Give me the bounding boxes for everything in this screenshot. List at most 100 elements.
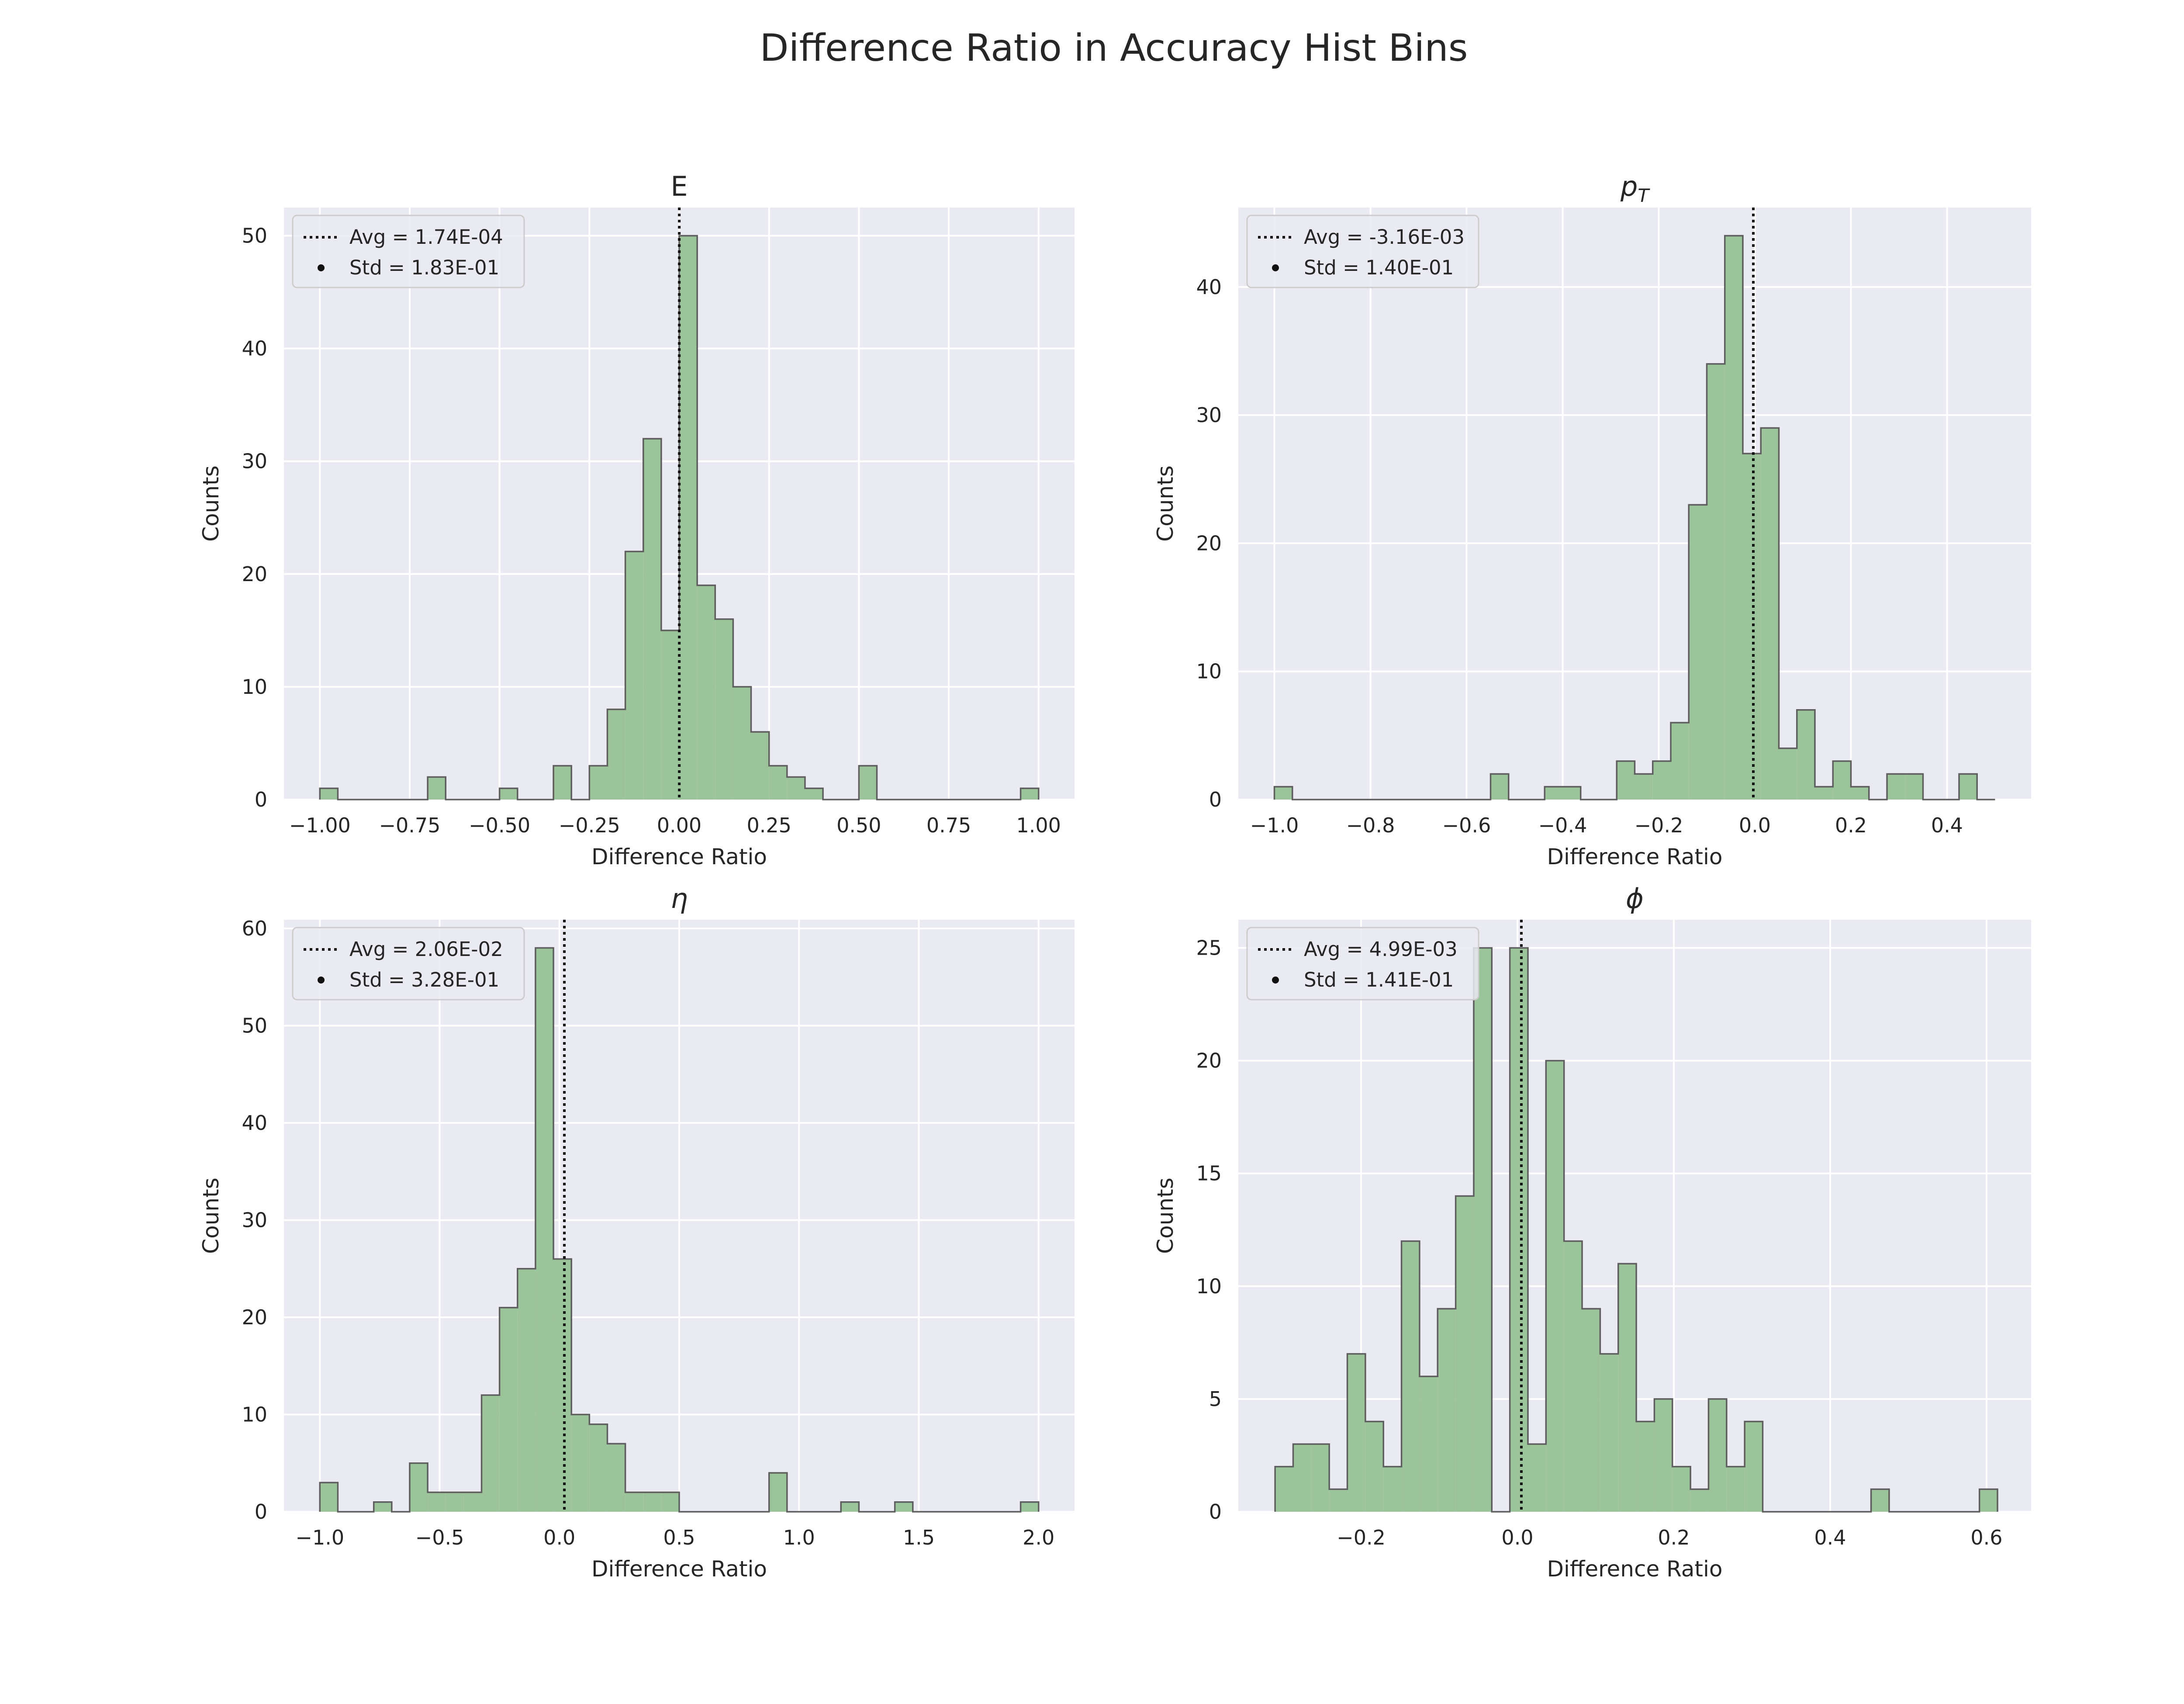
x-tick-label: 0.4 (1814, 1526, 1846, 1549)
histogram-bar (1745, 1421, 1763, 1512)
histogram-outline (1273, 235, 1995, 800)
y-axis-label: Counts (198, 465, 224, 542)
histogram-bar (1582, 1309, 1600, 1512)
histogram-bar (1652, 761, 1671, 800)
histogram-bar (535, 948, 554, 1512)
histogram-bar (733, 686, 751, 800)
subplot-3: −1.0 −0.5 0.0 0.5 1.0 1.5 2.0 0 10 20 30 40 50 60 Diff… (198, 883, 1075, 1582)
histogram-bar (1419, 1376, 1438, 1512)
plot-area (1238, 208, 2031, 800)
y-tick-label: 10 (1196, 1275, 1222, 1298)
x-tick-label: −0.5 (415, 1526, 464, 1549)
histogram-bar (1724, 236, 1743, 800)
histogram-bar (409, 1463, 428, 1512)
histogram-bar (1473, 948, 1492, 1512)
histogram-bar (1274, 786, 1292, 800)
y-tick-label: 40 (242, 337, 267, 360)
histogram-bar (1600, 1354, 1618, 1512)
y-tick-label: 30 (242, 1209, 267, 1232)
histogram-bar (589, 765, 608, 800)
histogram-bar (1401, 1241, 1420, 1512)
histogram-bar (1851, 786, 1869, 800)
x-tick-label: −0.6 (1442, 814, 1491, 837)
y-tick-label: 50 (242, 1014, 267, 1038)
legend-std-text: Std = 3.28E-01 (349, 968, 499, 991)
histogram-bar (1905, 774, 1923, 800)
y-tick-label: 60 (242, 917, 267, 940)
legend-std-marker (1272, 264, 1279, 271)
subplot-title-main: p (1620, 170, 1638, 202)
subplot-title: pT (1620, 170, 1650, 206)
histogram-bar (679, 236, 698, 800)
y-tick-label: 30 (1196, 403, 1222, 427)
histogram-bar (571, 1414, 590, 1512)
histogram-bar (1347, 1354, 1365, 1512)
legend: Avg = 4.99E-03 Std = 1.41E-01 (1246, 927, 1479, 1001)
histogram-bar (1779, 748, 1797, 800)
y-tick-label: 10 (242, 1403, 267, 1427)
legend-avg-text: Avg = 1.74E-04 (349, 225, 503, 249)
y-tick-label: 0 (1209, 788, 1222, 811)
histogram-bar (320, 788, 338, 800)
x-tick-label: 1.00 (1016, 814, 1061, 837)
x-tick-label: 1.0 (783, 1526, 815, 1549)
histogram-bar (1726, 1466, 1745, 1512)
histogram-bar (428, 777, 446, 800)
histogram-outline (1274, 947, 1998, 1513)
histogram-bar (499, 788, 518, 800)
legend-std-marker (318, 264, 325, 271)
y-tick-label: 0 (255, 1500, 267, 1524)
subplot-title: E (670, 170, 688, 202)
x-tick-label: −0.2 (1337, 1526, 1386, 1549)
histogram-bar (1329, 1489, 1348, 1512)
histogram-bar (643, 439, 661, 800)
histogram-bar (1545, 786, 1563, 800)
histogram-bar (715, 619, 733, 800)
x-tick-label: 0.2 (1658, 1526, 1690, 1549)
histogram-bar (1365, 1421, 1384, 1512)
histogram-bar (1293, 1444, 1311, 1512)
y-tick-label: 20 (242, 562, 267, 586)
histogram-bar (1815, 786, 1833, 800)
y-axis-label: Counts (1153, 465, 1178, 542)
histogram-bar (517, 1268, 536, 1512)
histogram-bar (805, 788, 823, 800)
histogram-bar (1564, 1241, 1583, 1512)
x-tick-label: 1.5 (903, 1526, 935, 1549)
x-tick-label: 0.50 (836, 814, 881, 837)
y-axis-label: Counts (1153, 1178, 1178, 1254)
histogram-bar (1546, 1060, 1564, 1512)
x-tick-label: −0.75 (379, 814, 440, 837)
legend: Avg = 2.06E-02 Std = 3.28E-01 (292, 927, 525, 1001)
x-tick-label: −1.0 (295, 1526, 344, 1549)
subplot-title: ϕ (1626, 883, 1644, 914)
y-tick-label: 15 (1196, 1162, 1222, 1185)
y-tick-label: 40 (1196, 275, 1222, 299)
x-axis-label: Difference Ratio (1547, 844, 1722, 869)
histogram-bar (1708, 1399, 1727, 1512)
x-tick-label: 0.0 (1739, 814, 1771, 837)
x-tick-label: −0.25 (559, 814, 620, 837)
subplot-1: −1.00 −0.75 −0.50 −0.25 0.00 0.25 0.50 0.75 1.00… (198, 170, 1075, 869)
x-tick-label: −0.2 (1635, 814, 1683, 837)
y-tick-label: 40 (242, 1111, 267, 1135)
legend: Avg = -3.16E-03 Std = 1.40E-01 (1246, 215, 1479, 288)
histogram-bar (1761, 428, 1779, 800)
histogram-bar (1672, 1466, 1691, 1512)
histogram-bar (1311, 1444, 1330, 1512)
x-tick-label: −0.8 (1346, 814, 1395, 837)
histogram-bar (553, 1259, 572, 1512)
histogram-bar (1618, 1264, 1637, 1512)
x-tick-label: 0.00 (657, 814, 702, 837)
histogram-bar (841, 1502, 859, 1512)
legend-std-text: Std = 1.40E-01 (1304, 256, 1454, 279)
histogram-bar (1654, 1399, 1673, 1512)
legend-avg-text: Avg = 2.06E-02 (349, 938, 503, 961)
x-tick-label: 0.6 (1970, 1526, 2002, 1549)
y-tick-label: 5 (1209, 1387, 1222, 1411)
x-tick-label: −0.4 (1538, 814, 1587, 837)
histogram-bar (1833, 761, 1851, 800)
y-tick-label: 0 (255, 788, 267, 811)
y-axis-label: Counts (198, 1178, 224, 1254)
